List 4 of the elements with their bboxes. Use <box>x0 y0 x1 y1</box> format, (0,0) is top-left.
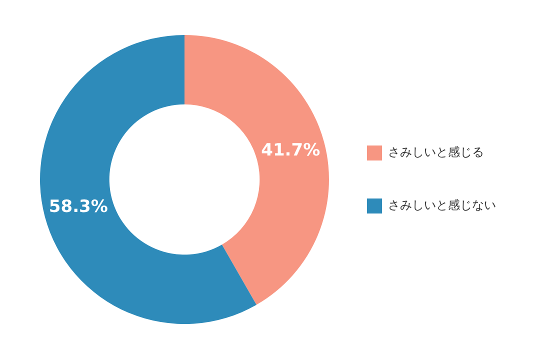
legend-label: さみしいと感じる <box>388 145 484 160</box>
data-label: 41.7% <box>261 140 320 161</box>
data-label: 58.3% <box>48 197 108 218</box>
legend-label: さみしいと感じない <box>388 198 496 212</box>
